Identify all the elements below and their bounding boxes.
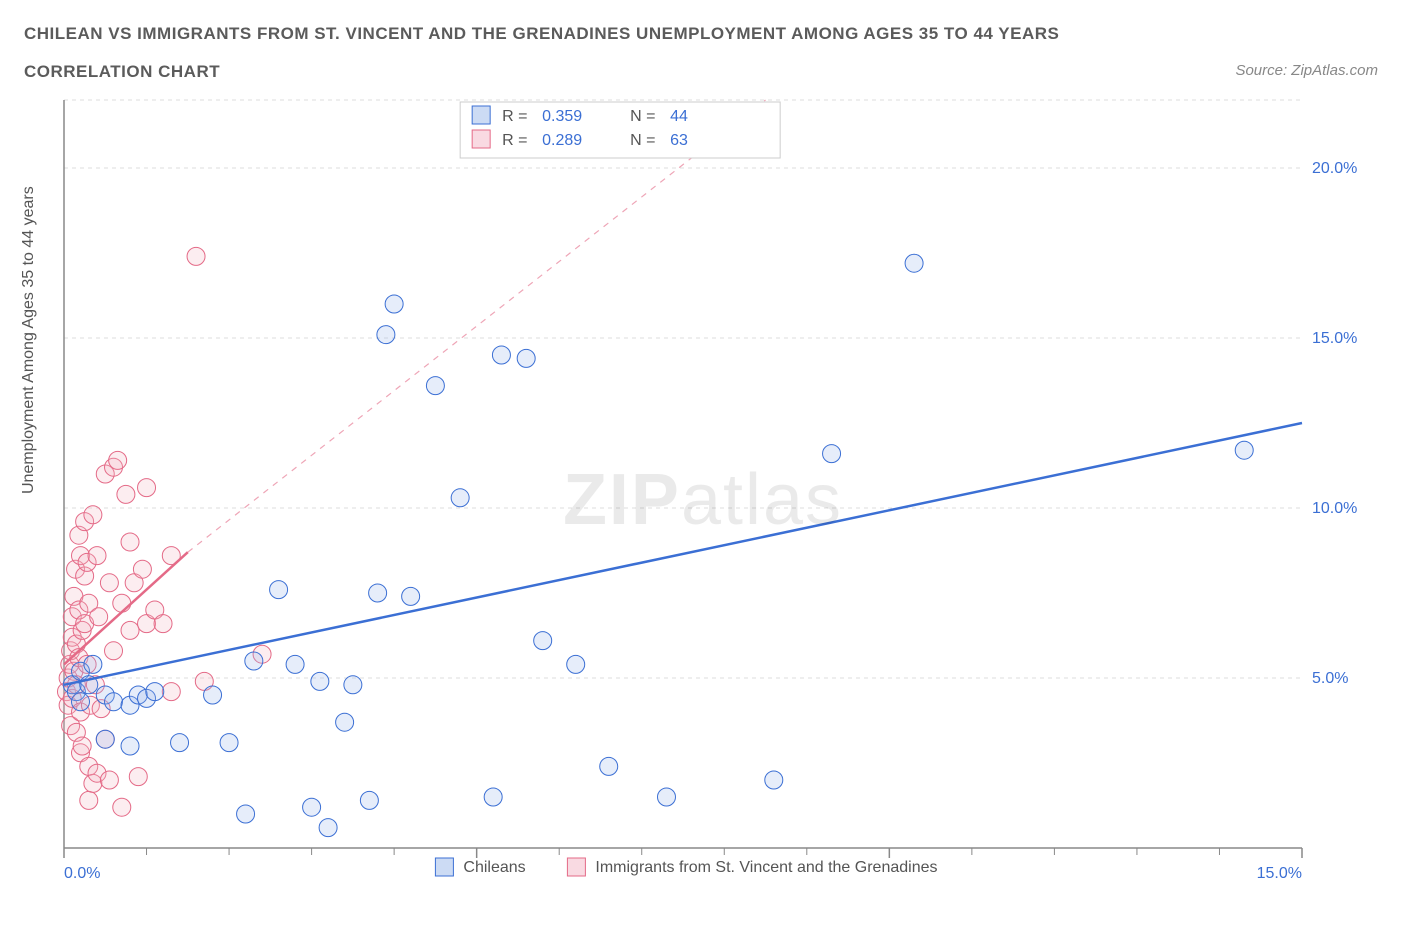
svg-text:R =: R = [502, 132, 527, 149]
source-text: Source: ZipAtlas.com [1235, 62, 1378, 79]
scatter-chart: 0.0% 15.0% 5.0% 10.0% 15.0% 20.0% R = 0.359 N = 4… [24, 94, 1382, 906]
svg-text:Immigrants from St. Vincent an: Immigrants from St. Vincent and the Gren… [595, 859, 937, 876]
svg-text:0.289: 0.289 [542, 132, 582, 149]
page-title-line1: CHILEAN VS IMMIGRANTS FROM ST. VINCENT A… [24, 24, 1059, 44]
y-axis-label: Unemployment Among Ages 35 to 44 years [20, 186, 38, 494]
svg-text:0.359: 0.359 [542, 108, 582, 125]
svg-text:N =: N = [630, 108, 655, 125]
svg-text:Chileans: Chileans [463, 859, 525, 876]
svg-text:44: 44 [670, 108, 688, 125]
svg-text:63: 63 [670, 132, 688, 149]
svg-text:R =: R = [502, 108, 527, 125]
chart-container: Unemployment Among Ages 35 to 44 years Z… [24, 94, 1382, 906]
svg-text:0.0%: 0.0% [64, 865, 100, 882]
svg-text:5.0%: 5.0% [1312, 670, 1348, 687]
svg-text:20.0%: 20.0% [1312, 160, 1357, 177]
svg-text:15.0%: 15.0% [1312, 330, 1357, 347]
svg-text:10.0%: 10.0% [1312, 500, 1357, 517]
svg-text:15.0%: 15.0% [1257, 865, 1302, 882]
svg-text:N =: N = [630, 132, 655, 149]
page-title-line2: CORRELATION CHART [24, 62, 220, 82]
